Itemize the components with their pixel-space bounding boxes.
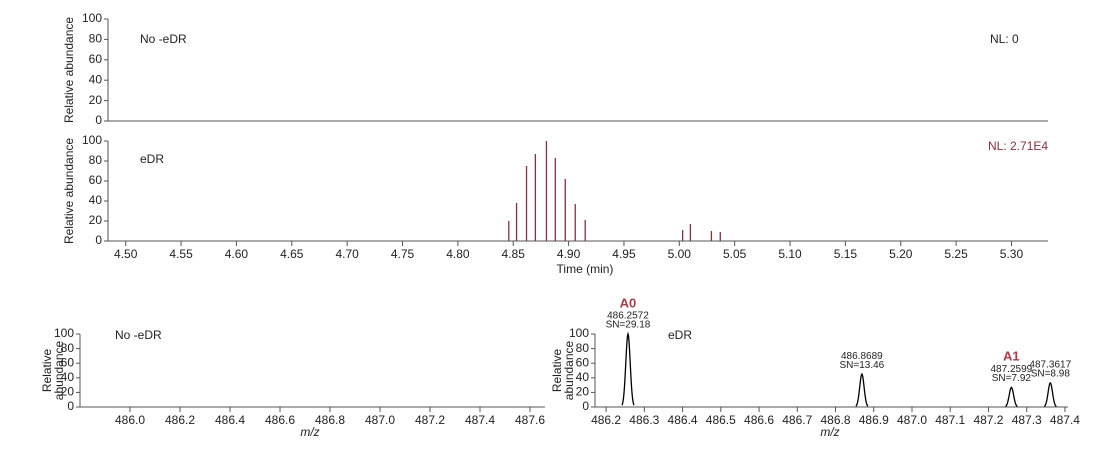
y-tick-label: 100	[82, 133, 102, 147]
x-tick-label: 5.00	[668, 247, 692, 261]
x-axis-label: Time (min)	[557, 262, 614, 276]
x-tick-label: 4.75	[391, 247, 415, 261]
y-tick-label: 60	[576, 355, 590, 369]
y-tick-label: 20	[61, 385, 75, 399]
y-tick-label: 40	[89, 193, 103, 207]
y-axis-label: abundance	[562, 340, 576, 400]
x-tick-label: 4.55	[169, 247, 193, 261]
y-tick-label: 40	[89, 72, 103, 86]
y-tick-label: 20	[89, 213, 103, 227]
nl-label: NL: 0	[990, 32, 1019, 46]
y-tick-label: 60	[89, 52, 103, 66]
y-tick-label: 100	[569, 326, 589, 340]
peak-sn: SN=13.46	[839, 360, 884, 371]
y-tick-label: 80	[61, 341, 75, 355]
x-tick-label: 487.2	[973, 413, 1003, 427]
x-tick-label: 486.4	[215, 413, 245, 427]
x-tick-label: 486.6	[265, 413, 295, 427]
x-tick-label: 486.8	[315, 413, 345, 427]
peak-name: A1	[1003, 349, 1020, 364]
x-tick-label: 486.6	[744, 413, 774, 427]
x-tick-label: 486.2	[165, 413, 195, 427]
x-tick-label: 5.20	[889, 247, 913, 261]
x-tick-label: 486.5	[706, 413, 736, 427]
y-tick-label: 80	[89, 32, 103, 46]
x-tick-label: 5.25	[944, 247, 968, 261]
x-tick-label: 487.4	[465, 413, 495, 427]
x-tick-label: 4.65	[280, 247, 304, 261]
peak-mz: 487.2599	[991, 364, 1033, 375]
y-tick-label: 80	[89, 153, 103, 167]
x-tick-label: 486.8	[820, 413, 850, 427]
peak-sn: SN=7.92	[992, 373, 1032, 384]
panel-label: eDR	[668, 328, 692, 342]
y-tick-label: 0	[95, 233, 102, 247]
y-axis-label: Relative abundance	[62, 138, 76, 244]
x-axis-label: m/z	[820, 425, 839, 439]
panel-label: No -eDR	[115, 328, 162, 342]
x-tick-label: 487.1	[935, 413, 965, 427]
x-tick-label: 487.2	[415, 413, 445, 427]
x-tick-label: 4.85	[502, 247, 526, 261]
peak-mz: 486.8689	[841, 351, 883, 362]
x-tick-label: 487.4	[1050, 413, 1080, 427]
y-tick-label: 80	[576, 341, 590, 355]
y-tick-label: 60	[61, 355, 75, 369]
y-axis-label: Relative abundance	[62, 17, 76, 123]
x-tick-label: 486.0	[115, 413, 145, 427]
x-tick-label: 4.90	[557, 247, 581, 261]
x-tick-label: 4.95	[612, 247, 636, 261]
panel-label: No -eDR	[140, 32, 187, 46]
x-tick-label: 4.80	[446, 247, 470, 261]
x-tick-label: 486.3	[629, 413, 659, 427]
x-axis-label: m/z	[300, 425, 319, 439]
x-tick-label: 5.30	[1000, 247, 1024, 261]
y-tick-label: 20	[576, 385, 590, 399]
y-tick-label: 40	[576, 370, 590, 384]
peak-sn: SN=8.98	[1031, 369, 1071, 380]
x-tick-label: 5.10	[778, 247, 802, 261]
x-tick-label: 487.6	[515, 413, 545, 427]
x-tick-label: 5.15	[834, 247, 858, 261]
peak	[1043, 381, 1057, 407]
peak-sn: SN=29.18	[606, 320, 651, 331]
y-axis-label: Relative	[550, 349, 564, 393]
y-tick-label: 60	[89, 173, 103, 187]
peak-mz: 487.3617	[1029, 360, 1071, 371]
x-tick-label: 486.2	[591, 413, 621, 427]
peak-name: A0	[620, 295, 637, 310]
nl-label: NL: 2.71E4	[988, 139, 1048, 153]
x-tick-label: 4.70	[335, 247, 359, 261]
x-tick-label: 486.4	[668, 413, 698, 427]
x-tick-label: 4.60	[225, 247, 249, 261]
y-tick-label: 20	[89, 93, 103, 107]
peak	[621, 331, 635, 406]
y-tick-label: 100	[82, 11, 102, 25]
x-tick-label: 487.3	[1012, 413, 1042, 427]
panel-label: eDR	[140, 152, 164, 166]
x-tick-label: 487.0	[365, 413, 395, 427]
peak	[1004, 386, 1018, 408]
y-axis-label: abundance	[52, 340, 66, 400]
y-tick-label: 40	[61, 370, 75, 384]
x-tick-label: 487.0	[897, 413, 927, 427]
y-tick-label: 100	[54, 326, 74, 340]
x-tick-label: 4.50	[114, 247, 138, 261]
y-tick-label: 0	[67, 399, 74, 413]
y-axis-label: Relative	[40, 349, 54, 393]
y-tick-label: 0	[95, 113, 102, 127]
x-tick-label: 486.9	[859, 413, 889, 427]
x-tick-label: 486.7	[782, 413, 812, 427]
peak-mz: 486.2572	[607, 311, 649, 322]
x-tick-label: 5.05	[723, 247, 747, 261]
peak	[855, 372, 869, 407]
y-tick-label: 0	[582, 399, 589, 413]
